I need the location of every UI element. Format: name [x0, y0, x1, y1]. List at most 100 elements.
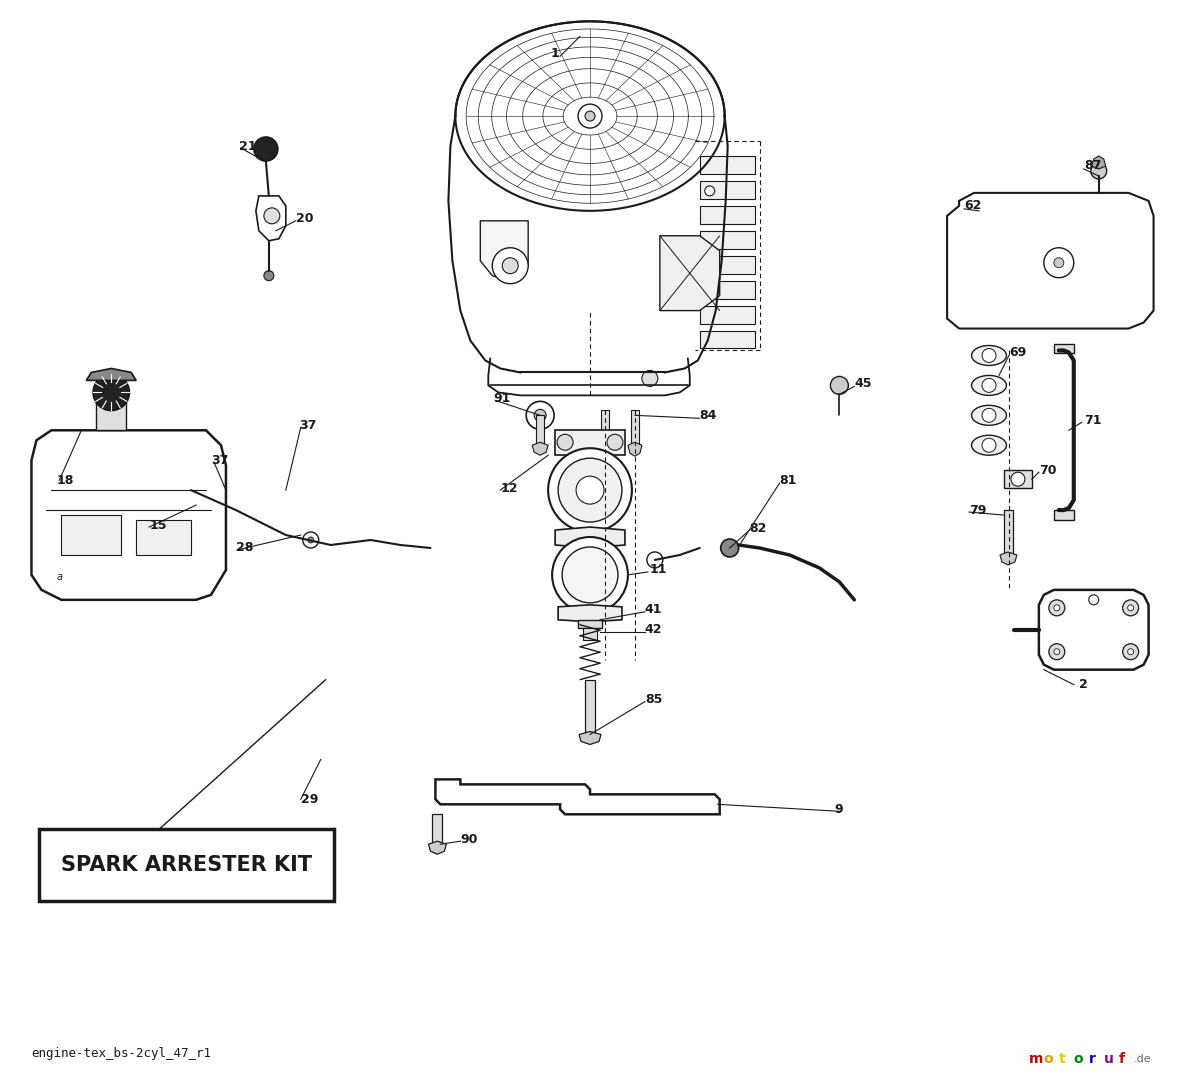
Circle shape	[557, 434, 574, 450]
Text: 90: 90	[461, 833, 478, 846]
Circle shape	[704, 186, 715, 196]
Circle shape	[982, 438, 996, 452]
Polygon shape	[556, 527, 625, 547]
Bar	[700, 280, 755, 299]
Circle shape	[1049, 599, 1064, 616]
Text: 45: 45	[854, 377, 872, 390]
Circle shape	[526, 401, 554, 430]
Circle shape	[503, 258, 518, 274]
Circle shape	[642, 370, 658, 386]
Circle shape	[576, 476, 604, 504]
Circle shape	[607, 434, 623, 450]
Circle shape	[562, 547, 618, 603]
Text: 82: 82	[750, 522, 767, 535]
Text: 81: 81	[780, 474, 797, 487]
Text: 12: 12	[500, 481, 517, 494]
Bar	[700, 206, 755, 224]
Bar	[432, 815, 443, 844]
Text: 87: 87	[1084, 159, 1102, 172]
Circle shape	[534, 409, 546, 421]
Ellipse shape	[972, 406, 1007, 425]
Bar	[631, 410, 638, 446]
Circle shape	[982, 408, 996, 422]
Ellipse shape	[972, 435, 1007, 456]
Text: r: r	[1088, 1052, 1096, 1066]
Circle shape	[1049, 644, 1064, 660]
Circle shape	[1128, 649, 1134, 655]
Bar	[40, 829, 334, 901]
Polygon shape	[1092, 156, 1105, 169]
Bar	[1054, 343, 1074, 354]
Circle shape	[982, 379, 996, 393]
Bar	[536, 415, 544, 446]
Polygon shape	[256, 196, 286, 241]
Text: SPARK ARRESTER KIT: SPARK ARRESTER KIT	[61, 855, 312, 875]
Bar	[700, 181, 755, 199]
Bar	[700, 255, 755, 274]
Polygon shape	[660, 236, 720, 311]
Text: o: o	[1074, 1052, 1084, 1066]
Polygon shape	[532, 443, 548, 456]
Circle shape	[307, 537, 313, 543]
Circle shape	[1044, 248, 1074, 278]
Polygon shape	[436, 779, 720, 815]
Text: 69: 69	[1009, 346, 1026, 359]
Circle shape	[552, 537, 628, 612]
Bar	[1004, 510, 1013, 555]
Text: 37: 37	[211, 453, 228, 466]
Bar	[586, 679, 595, 735]
Polygon shape	[558, 605, 622, 622]
Circle shape	[721, 539, 739, 557]
Text: 41: 41	[644, 604, 662, 617]
Text: o: o	[1044, 1052, 1054, 1066]
Polygon shape	[480, 221, 528, 280]
Text: f: f	[1118, 1052, 1124, 1066]
Text: 91: 91	[493, 392, 511, 405]
Circle shape	[302, 532, 319, 547]
Circle shape	[982, 348, 996, 362]
Circle shape	[1088, 595, 1099, 605]
Text: m: m	[1028, 1052, 1043, 1066]
Circle shape	[558, 458, 622, 522]
Polygon shape	[628, 443, 642, 457]
Text: 29: 29	[301, 793, 318, 806]
Circle shape	[94, 374, 130, 410]
Polygon shape	[31, 431, 226, 599]
Text: u: u	[1104, 1052, 1114, 1066]
Text: 21: 21	[239, 140, 257, 153]
Circle shape	[264, 270, 274, 280]
Circle shape	[1054, 605, 1060, 611]
Bar	[1004, 471, 1032, 488]
Text: 20: 20	[295, 212, 313, 225]
Polygon shape	[1000, 552, 1016, 565]
Text: 28: 28	[236, 541, 253, 554]
Text: 11: 11	[650, 564, 667, 577]
Bar	[700, 330, 755, 348]
Bar	[601, 410, 608, 446]
Text: .de: .de	[1134, 1054, 1151, 1064]
Text: 15: 15	[149, 518, 167, 531]
Polygon shape	[947, 193, 1153, 329]
Circle shape	[492, 248, 528, 283]
Bar	[700, 230, 755, 249]
Circle shape	[548, 448, 632, 532]
Circle shape	[586, 111, 595, 121]
Text: 42: 42	[644, 623, 662, 636]
Bar	[578, 620, 602, 628]
Text: 84: 84	[700, 409, 718, 422]
Circle shape	[1010, 472, 1025, 486]
Polygon shape	[598, 443, 612, 457]
Circle shape	[1091, 163, 1106, 179]
Text: t: t	[1058, 1052, 1066, 1066]
Circle shape	[1128, 605, 1134, 611]
Text: 70: 70	[1039, 464, 1056, 477]
Text: 62: 62	[964, 199, 982, 212]
Polygon shape	[1039, 590, 1148, 670]
Bar	[1054, 510, 1074, 520]
Circle shape	[1054, 258, 1064, 267]
Text: 37: 37	[299, 419, 316, 432]
Polygon shape	[86, 369, 136, 381]
Circle shape	[254, 137, 278, 161]
Text: 18: 18	[56, 474, 73, 487]
Circle shape	[578, 104, 602, 128]
